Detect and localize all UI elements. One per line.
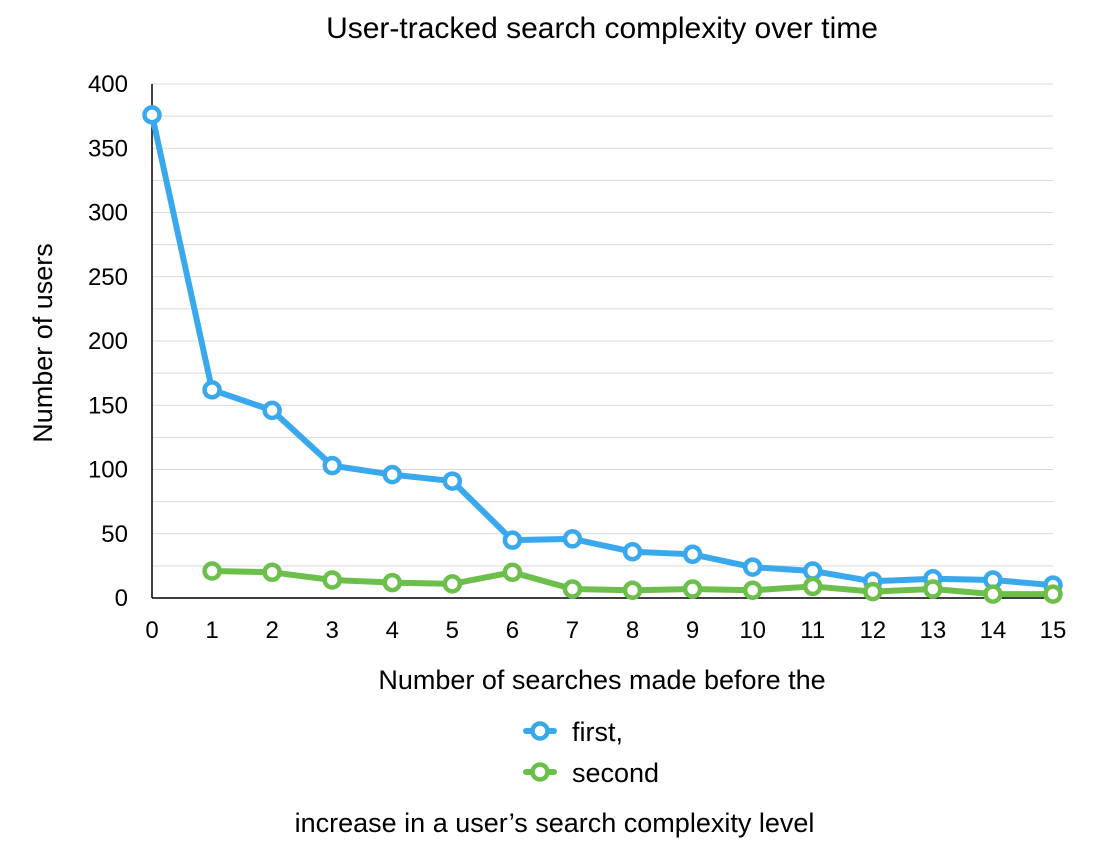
data-point xyxy=(382,464,403,485)
data-point xyxy=(742,580,763,601)
y-tick-label: 0 xyxy=(115,585,128,612)
x-tick-label: 9 xyxy=(686,617,699,644)
data-point xyxy=(202,380,222,400)
data-point xyxy=(622,541,643,562)
x-tick-label: 0 xyxy=(145,617,158,644)
legend-label: second xyxy=(572,758,659,788)
x-tick-label: 2 xyxy=(265,617,278,644)
x-tick-label: 7 xyxy=(566,617,579,644)
legend-marker xyxy=(530,721,550,741)
gridlines xyxy=(152,83,1053,567)
data-point xyxy=(863,581,883,602)
y-tick-label: 300 xyxy=(88,200,128,227)
x-tick-label: 8 xyxy=(626,617,639,644)
axes xyxy=(151,84,1053,599)
data-point xyxy=(682,544,703,565)
x-axis-label: Number of searches made before the xyxy=(378,665,825,695)
x-tick-label: 6 xyxy=(506,617,519,644)
data-point xyxy=(142,105,162,125)
data-point xyxy=(562,529,583,549)
x-tick-label: 11 xyxy=(800,617,825,644)
x-tick-label: 12 xyxy=(859,617,886,644)
y-tick-label: 100 xyxy=(88,457,128,484)
y-tick-label: 250 xyxy=(88,264,128,291)
y-tick-label: 150 xyxy=(88,392,128,419)
data-point xyxy=(502,562,523,583)
data-point xyxy=(262,400,282,421)
data-point xyxy=(502,530,523,550)
data-point xyxy=(442,574,463,594)
data-point xyxy=(202,561,222,581)
legend-item: first, xyxy=(523,717,623,747)
data-point xyxy=(322,455,342,476)
y-tick-label: 200 xyxy=(88,328,128,355)
y-tick-label: 400 xyxy=(88,71,128,98)
legend-item: second xyxy=(523,758,659,788)
x-axis-label-continued: increase in a user’s search complexity l… xyxy=(294,808,815,838)
series-2 xyxy=(202,561,1063,604)
y-tick-label: 50 xyxy=(101,521,128,548)
data-point xyxy=(442,471,463,491)
x-tick-label: 14 xyxy=(980,617,1007,644)
data-point xyxy=(983,584,1003,604)
series-1 xyxy=(142,105,1063,595)
data-point xyxy=(382,572,403,593)
x-tick-label: 13 xyxy=(920,617,947,644)
chart-title: User-tracked search complexity over time xyxy=(326,12,878,45)
data-point xyxy=(262,562,282,583)
legend: first, second xyxy=(523,717,659,788)
legend-label: first, xyxy=(572,717,623,747)
y-tick-label: 350 xyxy=(88,135,128,162)
data-point xyxy=(1043,584,1063,604)
x-tick-label: 1 xyxy=(205,617,218,644)
series-line xyxy=(149,111,1056,589)
legend-marker xyxy=(530,762,550,782)
data-point xyxy=(742,557,763,577)
data-point xyxy=(802,561,823,581)
data-point xyxy=(322,570,342,590)
x-tick-label: 4 xyxy=(386,617,399,644)
y-axis-label: Number of users xyxy=(28,243,58,443)
data-point xyxy=(802,576,823,597)
series-lines xyxy=(142,105,1063,604)
data-point xyxy=(622,580,643,601)
x-tick-label: 10 xyxy=(739,617,766,644)
x-tick-label: 3 xyxy=(326,617,339,644)
data-point xyxy=(682,579,703,599)
data-point xyxy=(562,579,583,599)
data-point xyxy=(923,579,943,599)
x-tick-label: 5 xyxy=(446,617,459,644)
x-tick-label: 15 xyxy=(1040,617,1067,644)
